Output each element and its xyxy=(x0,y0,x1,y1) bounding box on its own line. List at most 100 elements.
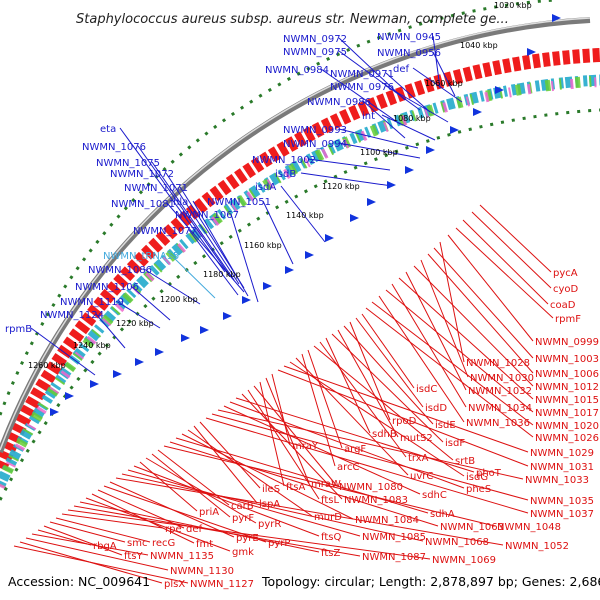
gene-label: NWMN_1035 xyxy=(530,496,594,507)
leader-line xyxy=(338,142,421,159)
gene-label: mraW xyxy=(311,479,341,490)
gene-label: NWMN_1051 xyxy=(207,197,271,208)
gene-label: ileS xyxy=(262,484,280,495)
plus-cds-arrow xyxy=(305,251,314,259)
gene-label: sdhB xyxy=(372,429,397,440)
leader-line xyxy=(166,202,245,293)
gene-label: NWMN_1030 xyxy=(470,373,534,384)
scale-tick-label: 1100 kbp xyxy=(360,148,398,157)
plus-cds-arrow xyxy=(242,296,251,304)
leader-line xyxy=(385,289,534,413)
map-title: Staphylococcus aureus subsp. aureus str.… xyxy=(76,12,509,27)
gene-label: NWMN_1069 xyxy=(432,555,496,566)
gene-label: NWMN_1130 xyxy=(170,566,234,577)
leader-line xyxy=(462,219,549,305)
gene-label: coaD xyxy=(550,300,576,311)
leader-line xyxy=(378,295,465,423)
leader-line xyxy=(343,325,434,425)
plus-cds-arrow xyxy=(387,181,396,189)
leader-line xyxy=(30,327,96,376)
gene-label: ftsA xyxy=(286,482,305,493)
leader-line xyxy=(130,285,171,321)
leader-line xyxy=(338,50,421,111)
leader-line xyxy=(439,241,465,363)
gene-label: NWMN_0986 xyxy=(307,97,371,108)
plus-cds-arrow xyxy=(426,146,435,154)
leader-line xyxy=(151,453,231,518)
gene-label: ftsQ xyxy=(321,532,341,543)
leader-line xyxy=(169,441,439,527)
gene-label: ftsZ xyxy=(321,548,340,559)
gene-label: NWMN_1085 xyxy=(362,532,426,543)
gene-label: uvrC xyxy=(410,471,433,482)
gene-label: sdhA xyxy=(430,509,455,520)
leader-line xyxy=(432,51,456,97)
scale-tick-label: 1260 kbp xyxy=(28,361,66,370)
scale-tick-label: 1080 kbp xyxy=(393,114,431,123)
scale-tick-label: 1140 kbp xyxy=(286,211,324,220)
gene-label: NWMN_1080 xyxy=(339,482,403,493)
gene-label: gmk xyxy=(232,547,254,558)
plus-cds-arrow xyxy=(223,312,232,320)
gene-label: NWMN_1017 xyxy=(535,408,599,419)
leader-line xyxy=(265,377,310,484)
gene-label: priA xyxy=(199,507,219,518)
gene-label: NWMN_0993 xyxy=(283,125,347,136)
gene-label: NWMN_1071 xyxy=(124,183,188,194)
gene-label: NWMN_1006 xyxy=(535,369,599,380)
gene-label: rpmB xyxy=(5,324,32,335)
leader-line xyxy=(262,200,294,265)
gene-label: NWMN_1063 xyxy=(440,522,504,533)
scale-tick-label: 1160 kbp xyxy=(244,241,282,250)
leader-line xyxy=(31,533,149,556)
gene-label: pycA xyxy=(553,268,578,279)
gene-label: NWMN_0972 xyxy=(283,34,347,45)
gene-labels: NWMN_0945NWMN_0972NWMN_0956NWMN_0975defN… xyxy=(5,32,599,590)
leader-line xyxy=(471,211,552,289)
gene-label: NWMN_1031 xyxy=(530,462,594,473)
scale-tick-label: 1040 kbp xyxy=(460,41,498,50)
leader-line xyxy=(331,333,444,443)
leader-line xyxy=(205,417,529,514)
scale-tick-label: 1020 kbp xyxy=(494,1,532,10)
leader-line xyxy=(115,300,161,329)
gene-label: isdA xyxy=(255,182,276,193)
gene-label: NWMN_1075 xyxy=(96,158,160,169)
leader-line xyxy=(137,145,231,277)
gene-label: srtB xyxy=(455,456,475,467)
gene-label: pyrR xyxy=(258,519,281,530)
plus-cds-arrow xyxy=(325,234,334,242)
leader-line xyxy=(165,172,240,285)
plus-cds-arrow xyxy=(552,14,561,22)
inner-tick-ring xyxy=(0,108,600,501)
gene-label: ftsL xyxy=(321,495,339,506)
leader-line xyxy=(229,401,465,489)
leader-line xyxy=(427,253,534,374)
gene-label: lspA xyxy=(259,499,280,510)
leader-line xyxy=(121,473,424,542)
gene-label: def xyxy=(186,524,203,535)
leader-line xyxy=(139,461,198,512)
gene-label: eta xyxy=(100,124,116,135)
gene-label: NWMN_0956 xyxy=(377,48,441,59)
cog-color-ring-b xyxy=(0,75,600,489)
leader-line xyxy=(192,200,249,297)
gene-label: NWMN_0945 xyxy=(377,32,441,43)
gene-label: pyrE xyxy=(236,533,259,544)
accession-text: Accession: NC_009641 xyxy=(8,574,150,589)
leader-line xyxy=(55,517,151,543)
leader-line xyxy=(187,429,313,517)
leader-line xyxy=(307,349,343,449)
leader-line xyxy=(337,329,399,438)
plus-cds-arrow xyxy=(181,334,190,342)
gene-label: NWMN_1084 xyxy=(355,515,419,526)
gene-label: NWMN_1083 xyxy=(344,495,408,506)
plus-cds-arrow xyxy=(367,198,376,206)
scale-tick-label: 1200 kbp xyxy=(160,295,198,304)
gene-label: isdB xyxy=(275,169,296,180)
leader-line xyxy=(280,185,326,243)
plus-cds-arrow xyxy=(285,266,294,274)
gene-label: NWMN_1076 xyxy=(82,142,146,153)
